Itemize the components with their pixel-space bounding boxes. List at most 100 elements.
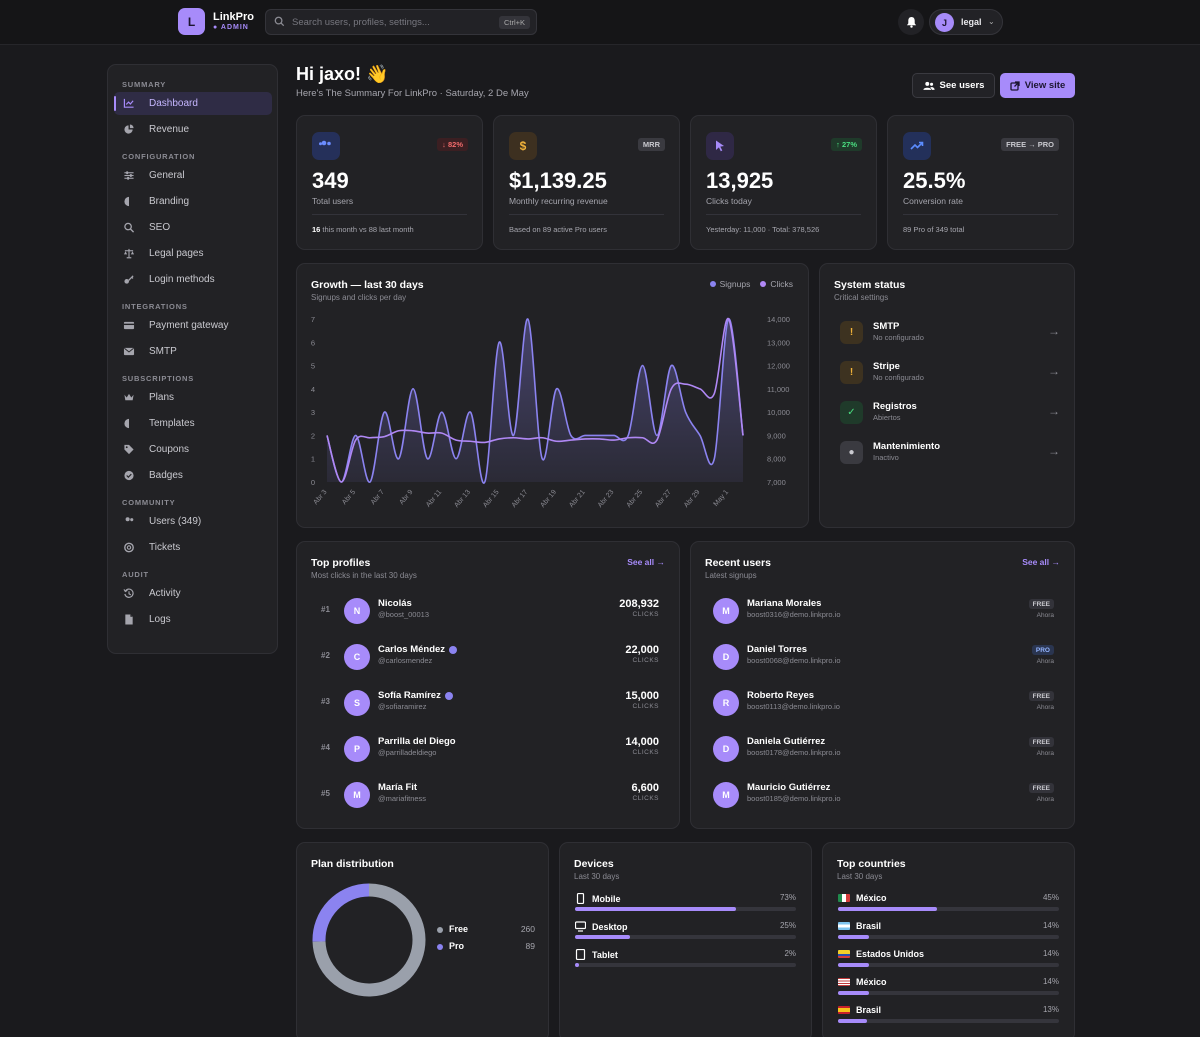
sidebar-item-tickets[interactable]: Tickets bbox=[114, 536, 272, 559]
users-icon bbox=[319, 140, 331, 146]
sidebar-item-logs[interactable]: Logs bbox=[114, 608, 272, 631]
plan-donut-chart bbox=[312, 883, 426, 997]
sidebar-item-label: Payment gateway bbox=[149, 320, 229, 331]
list-item[interactable]: M Mauricio Gutiérrez boost0185@demo.linkpr… bbox=[705, 780, 1054, 810]
logo-mark[interactable]: L bbox=[178, 8, 205, 35]
sidebar-item-seo[interactable]: SEO bbox=[114, 216, 272, 239]
view-site-button[interactable]: View site bbox=[1000, 73, 1075, 98]
table-row[interactable]: #2 C Carlos Méndez @carlosmendez 22,000 CLICK… bbox=[311, 642, 659, 672]
y-left-tick-label: 0 bbox=[311, 478, 315, 487]
sidebar-item-coupons[interactable]: Coupons bbox=[114, 438, 272, 461]
sidebar-item-legal-pages[interactable]: Legal pages bbox=[114, 242, 272, 265]
list-item[interactable]: R Roberto Reyes boost0113@demo.linkpro.io F… bbox=[705, 688, 1054, 718]
stat-value: 13,925 bbox=[706, 168, 774, 193]
arrow-right-icon[interactable]: → bbox=[1048, 364, 1060, 378]
sidebar-item-templates[interactable]: Templates bbox=[114, 412, 272, 435]
y-right-tick-label: 13,000 bbox=[767, 338, 790, 347]
profile-clicks-unit: CLICKS bbox=[632, 703, 659, 710]
user-menu-button[interactable]: J legal ⌄ bbox=[929, 9, 1003, 35]
list-item[interactable]: D Daniela Gutiérrez boost0178@demo.linkpro… bbox=[705, 734, 1054, 764]
recent-users-see-all-link[interactable]: See all → bbox=[1022, 557, 1060, 567]
device-name: Tablet bbox=[592, 949, 618, 960]
sidebar-item-activity[interactable]: Activity bbox=[114, 582, 272, 605]
list-item[interactable]: D Daniel Torres boost0068@demo.linkpro.io P… bbox=[705, 642, 1054, 672]
search-placeholder: Search users, profiles, settings... bbox=[292, 17, 430, 28]
sidebar-item-login-methods[interactable]: Login methods bbox=[114, 268, 272, 291]
sidebar-item-general[interactable]: General bbox=[114, 164, 272, 187]
stat-foot-strong: 16 bbox=[312, 225, 321, 234]
sidebar-item-branding[interactable]: Branding bbox=[114, 190, 272, 213]
stat-footnote: 16 this month vs 88 last month bbox=[312, 225, 414, 234]
profile-rank: #2 bbox=[321, 651, 330, 660]
y-left-tick-label: 1 bbox=[311, 455, 315, 464]
country-name: Brasil bbox=[856, 1005, 882, 1015]
plan-count: 89 bbox=[525, 941, 535, 951]
sliders-icon bbox=[124, 171, 134, 180]
device-row: Desktop 25% bbox=[575, 921, 796, 943]
legend-clicks[interactable]: Clicks bbox=[760, 279, 793, 289]
system-item-status: No configurado bbox=[873, 333, 924, 342]
table-row[interactable]: #5 M María Fit @mariafitness 6,600 CLICKS bbox=[311, 780, 659, 810]
device-name: Desktop bbox=[592, 921, 628, 932]
system-status-row[interactable]: ● Mantenimiento Inactivo → bbox=[840, 438, 1060, 468]
arrow-right-icon[interactable]: → bbox=[1048, 324, 1060, 338]
stat-label: Monthly recurring revenue bbox=[509, 196, 608, 206]
device-label: Desktop bbox=[575, 921, 628, 932]
profile-clicks: 22,000 bbox=[625, 644, 659, 656]
country-label: México bbox=[838, 893, 887, 903]
sidebar-item-payment-gateway[interactable]: Payment gateway bbox=[114, 314, 272, 337]
see-users-label: See users bbox=[939, 80, 985, 91]
x-tick-label: Abr 17 bbox=[511, 489, 530, 509]
search-icon bbox=[124, 222, 135, 233]
notifications-button[interactable] bbox=[898, 9, 924, 35]
top-profiles-title: Top profiles bbox=[311, 557, 371, 569]
arrow-right-icon[interactable]: → bbox=[1048, 404, 1060, 418]
external-link-icon bbox=[1010, 80, 1020, 91]
sidebar-item-dashboard[interactable]: Dashboard bbox=[114, 92, 272, 115]
table-row[interactable]: #1 N Nicolás @boost_00013 208,932 CLICKS bbox=[311, 596, 659, 626]
country-row: Estados Unidos 14% bbox=[838, 949, 1059, 971]
sidebar-item-plans[interactable]: Plans bbox=[114, 386, 272, 409]
see-users-button[interactable]: See users bbox=[912, 73, 995, 98]
country-row: Brasil 13% bbox=[838, 1005, 1059, 1027]
profile-handle: @carlosmendez bbox=[378, 656, 433, 665]
sidebar-item-label: Coupons bbox=[149, 444, 190, 455]
divider bbox=[706, 214, 861, 215]
chart-line-icon bbox=[123, 98, 134, 108]
stat-card: ↑ 27% 13,925 Clicks today Yesterday: 11,000… bbox=[690, 115, 877, 250]
sidebar-item-revenue[interactable]: Revenue bbox=[114, 118, 272, 141]
sidebar-item-label: Legal pages bbox=[149, 248, 204, 259]
sidebar-item-badges[interactable]: Badges bbox=[114, 464, 272, 487]
donut-slice-free[interactable] bbox=[312, 883, 426, 997]
stat-label: Conversion rate bbox=[903, 196, 964, 206]
table-row[interactable]: #4 P Parrilla del Diego @parrilladeldiego 14… bbox=[311, 734, 659, 764]
country-name: México bbox=[856, 893, 887, 903]
cursor-icon bbox=[716, 140, 724, 152]
search-input[interactable]: Search users, profiles, settings... Ctrl… bbox=[265, 9, 537, 35]
sidebar-item-users-349[interactable]: Users (349) bbox=[114, 510, 272, 533]
device-label: Mobile bbox=[575, 893, 621, 904]
profile-clicks-unit: CLICKS bbox=[632, 611, 659, 618]
key-icon bbox=[124, 275, 134, 284]
system-status-row[interactable]: ! SMTP No configurado → bbox=[840, 318, 1060, 348]
system-status-row[interactable]: ✓ Registros Abiertos → bbox=[840, 398, 1060, 428]
signup-time: Ahora bbox=[1036, 704, 1054, 711]
profile-rank: #4 bbox=[321, 743, 330, 752]
devices-card: Devices Last 30 days Mobile 73% Desktop 25%… bbox=[559, 842, 812, 1037]
top-profiles-see-all-link[interactable]: See all → bbox=[627, 557, 665, 567]
sidebar-item-smtp[interactable]: SMTP bbox=[114, 340, 272, 363]
profile-name-text: Parrilla del Diego bbox=[378, 736, 456, 747]
list-item[interactable]: M Mariana Morales boost0316@demo.linkpro.i… bbox=[705, 596, 1054, 626]
credit-card-icon bbox=[123, 321, 135, 330]
arrow-right-icon[interactable]: → bbox=[1048, 444, 1060, 458]
system-status-row[interactable]: ! Stripe No configurado → bbox=[840, 358, 1060, 388]
table-row[interactable]: #3 S Sofía Ramírez @sofiaramirez 15,000 CLICK… bbox=[311, 688, 659, 718]
legend-signups[interactable]: Signups bbox=[709, 279, 750, 289]
colombia-flag-icon bbox=[838, 950, 850, 958]
clicks-line bbox=[326, 318, 744, 483]
chevron-down-icon: ⌄ bbox=[988, 17, 995, 26]
signup-time: Ahora bbox=[1036, 796, 1054, 803]
search-shortcut: Ctrl+K bbox=[498, 16, 530, 29]
monitor-icon bbox=[575, 921, 586, 932]
donut-slice-pro[interactable] bbox=[312, 883, 370, 942]
